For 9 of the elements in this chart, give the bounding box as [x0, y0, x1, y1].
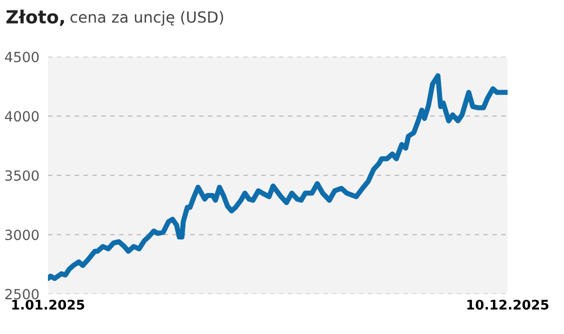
chart-title: Złoto, — [6, 10, 64, 26]
x-tick-label: 1.01.2025 — [12, 300, 84, 310]
x-tick-label: 10.12.2025 — [467, 300, 548, 310]
y-tick-label: 2500 — [5, 288, 39, 300]
y-tick-label: 3500 — [5, 170, 39, 181]
y-tick-label: 4500 — [4, 52, 39, 62]
y-tick-label: 3000 — [5, 230, 39, 240]
chart-subtitle: cena za uncję (USD) — [70, 10, 224, 26]
y-tick-label: 4000 — [4, 111, 39, 122]
